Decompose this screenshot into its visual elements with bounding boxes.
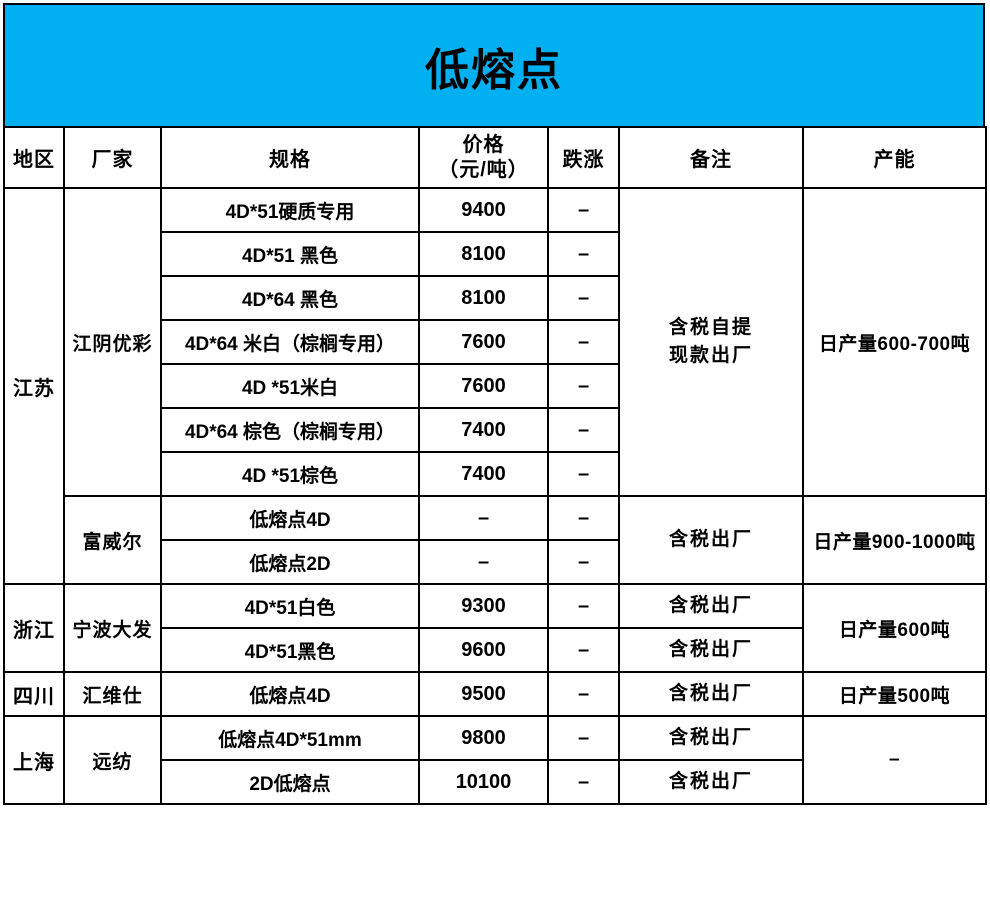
capacity-cell: 日产量600吨: [802, 583, 987, 673]
spec-cell: 4D*51硬质专用: [160, 187, 420, 233]
spec-cell: 低熔点4D: [160, 671, 420, 717]
spec-cell: 4D*64 米白（棕榈专用）: [160, 319, 420, 365]
change-cell: –: [547, 407, 620, 453]
table-row: 4D *51米白 7600 –: [4, 363, 986, 409]
price-cell: 7600: [418, 363, 549, 409]
price-cell: 9500: [418, 671, 549, 717]
column-header-manufacturer: 厂家: [63, 126, 162, 189]
price-cell: –: [418, 495, 549, 541]
capacity-cell: –: [802, 715, 987, 805]
spec-cell: 低熔点4D*51mm: [160, 715, 420, 761]
table-row: 上海 远纺 低熔点4D*51mm 9800 – 含税出厂 –: [3, 715, 987, 805]
change-cell: –: [547, 451, 620, 497]
spec-cell: 4D*64 黑色: [160, 275, 420, 321]
column-header-spec: 规格: [160, 126, 420, 189]
page-title: 低熔点: [425, 45, 563, 95]
change-cell: –: [547, 187, 620, 233]
title-banner: 低熔点: [3, 3, 985, 126]
table-row: 4D*64 黑色 8100 –: [4, 275, 986, 321]
manufacturer-cell: 汇维仕: [63, 671, 162, 717]
price-cell: 7400: [418, 451, 549, 497]
table-row: 4D*51黑色 9600 – 含税出厂: [4, 627, 986, 673]
price-cell: 7400: [418, 407, 549, 453]
price-cell: 9600: [418, 627, 549, 673]
change-cell: –: [547, 363, 620, 409]
change-cell: –: [547, 231, 620, 277]
table-row: 4D*51 黑色 8100 –: [4, 231, 986, 277]
table-row: 4D *51棕色 7400 –: [4, 451, 986, 497]
column-header-region: 地区: [3, 126, 65, 189]
region-cell: 四川: [3, 671, 65, 717]
spec-cell: 低熔点4D: [160, 495, 420, 541]
table-row: 富威尔 低熔点4D – – 含税出厂 日产量900-1000吨: [4, 495, 987, 585]
manufacturer-cell: 远纺: [63, 715, 162, 805]
table-row: 四川 汇维仕 低熔点4D 9500 – 含税出厂 日产量500吨: [3, 671, 987, 717]
change-cell: –: [547, 715, 620, 761]
manufacturer-cell: 富威尔: [63, 495, 162, 585]
price-table: 地区 厂家 规格 价格 （元/吨） 跌涨 备注 产能 江苏 江阴优彩 4D*51…: [3, 126, 987, 805]
capacity-cell: 日产量900-1000吨: [802, 495, 987, 585]
price-cell: 9300: [418, 583, 549, 629]
spec-cell: 4D*51白色: [160, 583, 420, 629]
table-row: 4D*64 棕色（棕榈专用） 7400 –: [4, 407, 986, 453]
table-row: 江苏 江阴优彩 4D*51硬质专用 9400 – 含税自提 现款出厂 日产量60…: [3, 187, 987, 585]
spec-cell: 4D *51棕色: [160, 451, 420, 497]
note-cell: 含税出厂: [618, 583, 804, 629]
note-cell: 含税出厂: [618, 715, 804, 761]
note-cell: 含税自提 现款出厂: [618, 187, 804, 497]
note-cell: 含税出厂: [618, 759, 804, 805]
price-cell: 8100: [418, 231, 549, 277]
price-header-line2: （元/吨）: [438, 158, 529, 181]
table-row: 浙江 宁波大发 4D*51白色 9300 – 含税出厂 日产量600吨: [3, 583, 987, 673]
price-cell: 8100: [418, 275, 549, 321]
note-cell: 含税出厂: [618, 495, 804, 585]
region-cell: 上海: [3, 715, 65, 805]
change-cell: –: [547, 583, 620, 629]
price-cell: 7600: [418, 319, 549, 365]
price-cell: 9400: [418, 187, 549, 233]
spec-cell: 4D*51 黑色: [160, 231, 420, 277]
spec-cell: 4D *51米白: [160, 363, 420, 409]
change-cell: –: [547, 759, 620, 805]
column-header-note: 备注: [618, 126, 804, 189]
header-row: 地区 厂家 规格 价格 （元/吨） 跌涨 备注 产能: [3, 126, 987, 189]
region-cell: 浙江: [3, 583, 65, 673]
price-cell: –: [418, 539, 549, 585]
price-cell: 10100: [418, 759, 549, 805]
table-row: 4D*64 米白（棕榈专用） 7600 –: [4, 319, 986, 365]
capacity-cell: 日产量500吨: [802, 671, 987, 717]
spec-cell: 2D低熔点: [160, 759, 420, 805]
spec-cell: 低熔点2D: [160, 539, 420, 585]
note-cell: 含税出厂: [618, 671, 804, 717]
change-cell: –: [547, 627, 620, 673]
column-header-change: 跌涨: [547, 126, 620, 189]
change-cell: –: [547, 319, 620, 365]
note-cell: 含税出厂: [618, 627, 804, 673]
spec-cell: 4D*64 棕色（棕榈专用）: [160, 407, 420, 453]
change-cell: –: [547, 671, 620, 717]
change-cell: –: [547, 275, 620, 321]
change-cell: –: [547, 495, 620, 541]
region-cell: 江苏: [3, 187, 65, 585]
price-cell: 9800: [418, 715, 549, 761]
table-row: 低熔点2D – –: [4, 539, 986, 585]
spec-cell: 4D*51黑色: [160, 627, 420, 673]
capacity-cell: 日产量600-700吨: [802, 187, 987, 497]
manufacturer-cell: 江阴优彩: [63, 187, 162, 497]
column-header-capacity: 产能: [802, 126, 987, 189]
price-sheet: 低熔点 地区 厂家 规格 价格 （元/吨） 跌涨 备注 产能: [3, 3, 987, 805]
manufacturer-cell: 宁波大发: [63, 583, 162, 673]
table-row: 2D低熔点 10100 – 含税出厂: [4, 759, 986, 805]
change-cell: –: [547, 539, 620, 585]
column-header-price: 价格 （元/吨）: [418, 126, 549, 189]
price-header-line1: 价格: [462, 133, 505, 156]
